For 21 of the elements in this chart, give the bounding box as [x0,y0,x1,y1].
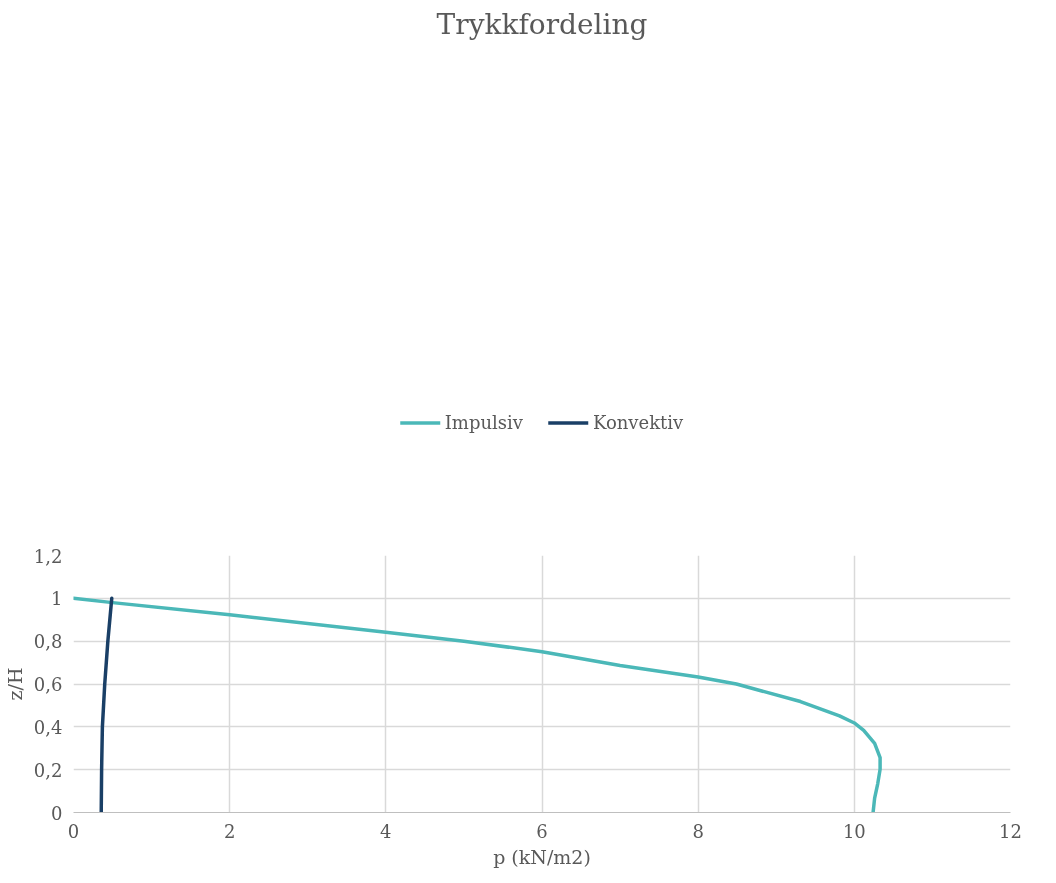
line-series [99,596,114,813]
y-tick-label: 0,4 [33,716,63,738]
x-tick-label: 8 [692,820,704,842]
y-tick-label: 0 [51,802,63,824]
x-tick-label: 10 [842,820,866,842]
y-axis-title: z/H [3,667,26,701]
y-tick-label: 1 [51,588,63,610]
chart-title: Trykkfordeling [436,7,648,41]
y-tick-label: 0,2 [33,759,63,781]
y-tick-label: 1,2 [33,545,63,567]
x-tick-label: 4 [380,820,392,842]
x-axis-title: p (kN/m2) [493,845,591,868]
x-tick-label: 12 [999,820,1022,842]
x-tick-label: 2 [223,820,236,842]
y-tick-label: 0,6 [33,674,63,695]
x-tick-label: 0 [67,820,80,842]
x-tick-label: 6 [536,820,548,842]
line-series [73,596,882,813]
legend-label: Konvektiv [592,411,684,433]
legend-label: Impulsiv [444,411,523,433]
y-tick-label: 0,8 [33,631,63,653]
